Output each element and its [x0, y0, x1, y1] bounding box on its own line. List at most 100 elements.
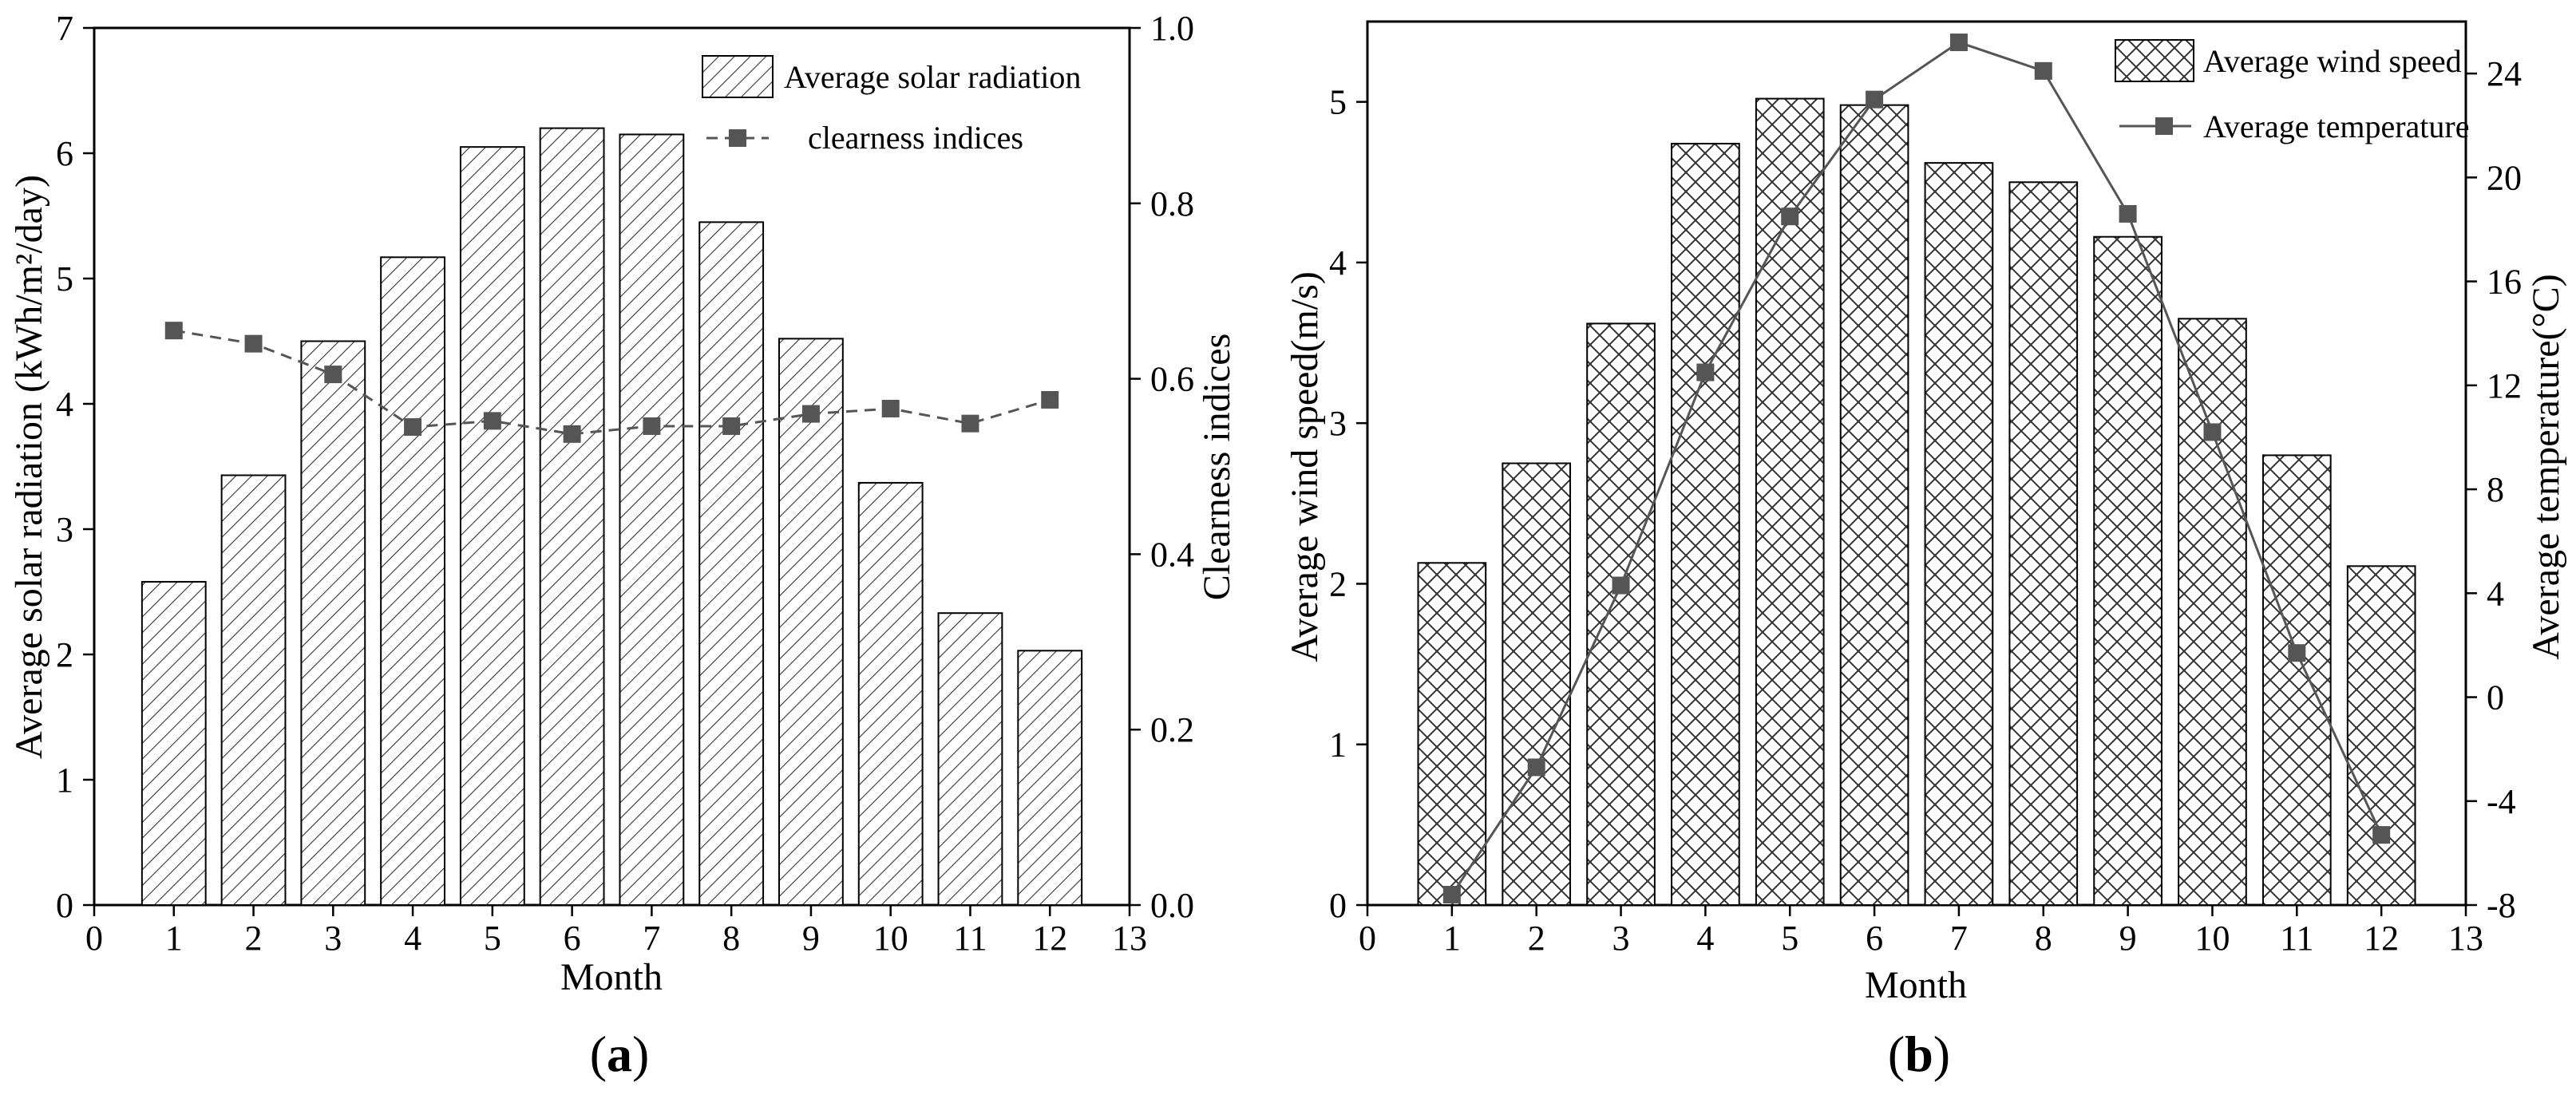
x-tick-label: 13	[2448, 919, 2483, 958]
y-right-tick-label: -4	[2487, 782, 2516, 821]
bar-month-9	[778, 338, 844, 906]
x-tick-label: 9	[802, 919, 820, 958]
legend: Average solar radiation clearness indice…	[702, 55, 1081, 156]
bar-month-10	[857, 481, 924, 906]
line-series-temperature	[1442, 34, 2391, 903]
bar-month-6	[1839, 104, 1909, 907]
bar-month-2	[1502, 462, 1572, 906]
x-tick-label: 2	[245, 919, 263, 958]
bar-month-7	[619, 133, 685, 906]
y-axis-left-ticks: 0 1 2 3 4 5 6 7	[56, 9, 94, 925]
x-tick-label: 3	[1612, 919, 1630, 958]
x-tick-label: 6	[564, 919, 581, 958]
x-tick-label: 10	[2194, 919, 2230, 958]
y-right-tick-label: 4	[2487, 574, 2504, 613]
bar-month-4	[380, 256, 445, 906]
line-marker-month-1	[164, 322, 183, 340]
line-marker-month-10	[2203, 423, 2222, 441]
y-right-tick-label: 0	[2487, 678, 2504, 717]
x-tick-label: 0	[85, 919, 103, 958]
bar-month-4	[1671, 142, 1740, 906]
line-marker-month-7	[1949, 34, 1968, 52]
y-left-tick-label: 5	[1329, 83, 1347, 122]
y-right-tick-label: 8	[2487, 470, 2504, 509]
y-axis-right-title: Average temperature(°C)	[2525, 274, 2567, 659]
x-tick-label: 11	[953, 919, 987, 958]
bar-month-1	[1417, 562, 1487, 906]
bar-month-7	[1924, 162, 1994, 906]
line-marker-month-8	[722, 417, 741, 435]
bar-series-solar-radiation	[140, 127, 1083, 907]
line-marker-month-3	[1612, 576, 1630, 595]
plot-frame	[93, 26, 1131, 907]
y-right-tick-label: 1.0	[1150, 9, 1194, 48]
x-axis-title: Month	[560, 956, 663, 998]
x-tick-label: 12	[2364, 919, 2399, 958]
bar-month-1	[140, 580, 207, 906]
line-marker-month-5	[1781, 208, 1799, 226]
y-left-tick-label: 4	[1329, 243, 1347, 283]
y-left-tick-label: 1	[56, 761, 73, 800]
y-right-tick-label: 0.2	[1150, 710, 1194, 749]
line-marker-month-5	[483, 412, 501, 430]
bar-month-11	[937, 612, 1003, 906]
y-left-tick-label: 7	[56, 9, 73, 48]
line-marker-month-12	[2372, 826, 2391, 844]
x-tick-label: 8	[2035, 919, 2052, 958]
line-marker-month-11	[961, 414, 979, 433]
y-right-tick-label: 16	[2487, 263, 2522, 302]
line-marker-month-10	[881, 399, 900, 417]
x-tick-label: 2	[1528, 919, 1545, 958]
x-tick-label: 4	[1696, 919, 1714, 958]
line-marker-month-2	[1527, 758, 1545, 777]
line-marker-month-2	[244, 334, 263, 353]
line-marker-month-6	[1866, 90, 1884, 109]
line-marker-month-6	[563, 425, 581, 443]
y-axis-left-title: Average solar radiation (kWh/m²/day)	[8, 175, 50, 759]
y-right-tick-label: 0.8	[1150, 184, 1194, 223]
legend-swatch-bars	[2115, 39, 2194, 82]
x-tick-label: 5	[1781, 919, 1798, 958]
x-tick-label: 1	[1443, 919, 1461, 958]
y-left-tick-label: 2	[56, 635, 73, 674]
bar-month-12	[1017, 650, 1083, 906]
plot-frame	[1366, 20, 2467, 907]
line-marker-month-3	[324, 366, 342, 384]
bar-month-9	[2093, 235, 2162, 906]
bar-month-3	[300, 340, 366, 906]
y-axis-right-title: Clearness indices	[1196, 334, 1238, 601]
x-tick-label: 12	[1032, 919, 1067, 958]
bar-series-wind-speed	[1417, 97, 2416, 907]
bar-month-6	[539, 127, 605, 907]
legend: Average wind speed Average temperature	[2115, 39, 2470, 144]
bar-month-2	[220, 474, 287, 906]
x-tick-label: 4	[404, 919, 421, 958]
line-marker-month-4	[404, 418, 422, 437]
bar-month-8	[2008, 181, 2079, 907]
series-line	[173, 329, 1051, 436]
y-right-tick-label: 0.4	[1150, 535, 1194, 574]
y-axis-right-ticks: 0.0 0.2 0.4 0.6 0.8 1.0	[1130, 9, 1194, 925]
y-left-tick-label: 4	[56, 385, 73, 424]
x-tick-label: 8	[722, 919, 740, 958]
x-axis-title: Month	[1865, 964, 1967, 1006]
y-left-tick-label: 2	[1329, 564, 1347, 603]
legend-label-line: Average temperature	[2203, 109, 2470, 144]
y-axis-left-ticks: 0 1 2 3 4 5	[1329, 83, 1367, 925]
x-tick-label: 3	[324, 919, 342, 958]
bar-month-10	[2178, 318, 2247, 906]
bar-month-8	[698, 221, 765, 907]
line-marker-month-1	[1442, 885, 1461, 903]
bar-month-11	[2261, 454, 2332, 906]
y-left-tick-label: 3	[56, 510, 73, 549]
bar-month-5	[1755, 97, 1825, 907]
legend-label-bars: Average wind speed	[2203, 43, 2462, 79]
y-right-tick-label: 24	[2487, 54, 2522, 93]
x-tick-label: 7	[643, 919, 660, 958]
line-marker-month-9	[2119, 204, 2137, 223]
y-left-tick-label: 3	[1329, 404, 1347, 443]
line-marker-month-8	[2034, 61, 2052, 80]
x-tick-label: 13	[1112, 919, 1147, 958]
